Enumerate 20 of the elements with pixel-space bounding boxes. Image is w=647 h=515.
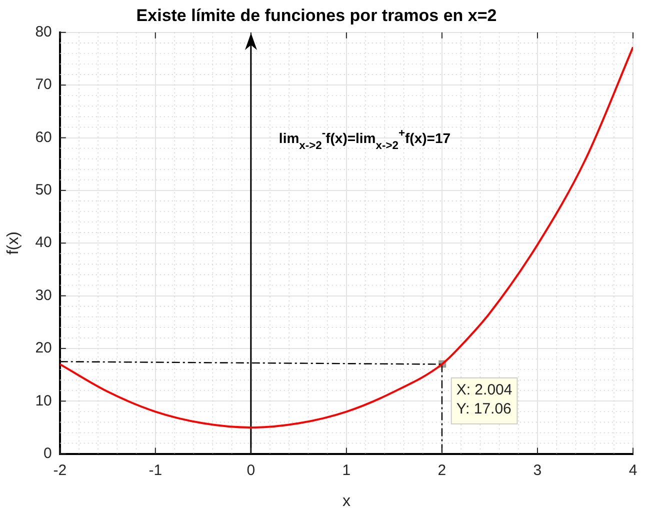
y-tick-label: 70 — [35, 76, 52, 94]
x-tick-label: 1 — [342, 462, 351, 479]
chart-title: Existe límite de funciones por tramos en x=2 — [136, 6, 497, 25]
y-tick-label: 80 — [35, 24, 52, 41]
x-axis-title: x — [342, 492, 350, 510]
y-axis-title: f(x) — [5, 232, 22, 255]
x-tick-label: 3 — [533, 462, 542, 479]
x-tick-label: 2 — [438, 462, 446, 479]
annotation: X: 2.004 Y: 17.06 — [456, 382, 512, 418]
y-tick-label: 30 — [35, 286, 52, 304]
y-tick-label: 60 — [35, 128, 52, 146]
x-tick-label: 4 — [628, 462, 638, 479]
y-tick-label: 20 — [35, 340, 52, 357]
x-tick-label: -1 — [148, 462, 162, 479]
y-tick-label: 40 — [35, 234, 52, 252]
y-tick-label: 50 — [35, 182, 52, 199]
y-tick-label: 10 — [35, 392, 52, 410]
x-tick-label: -2 — [53, 462, 67, 479]
x-tick-label: 0 — [246, 462, 256, 479]
y-tick-label: 0 — [44, 444, 52, 462]
